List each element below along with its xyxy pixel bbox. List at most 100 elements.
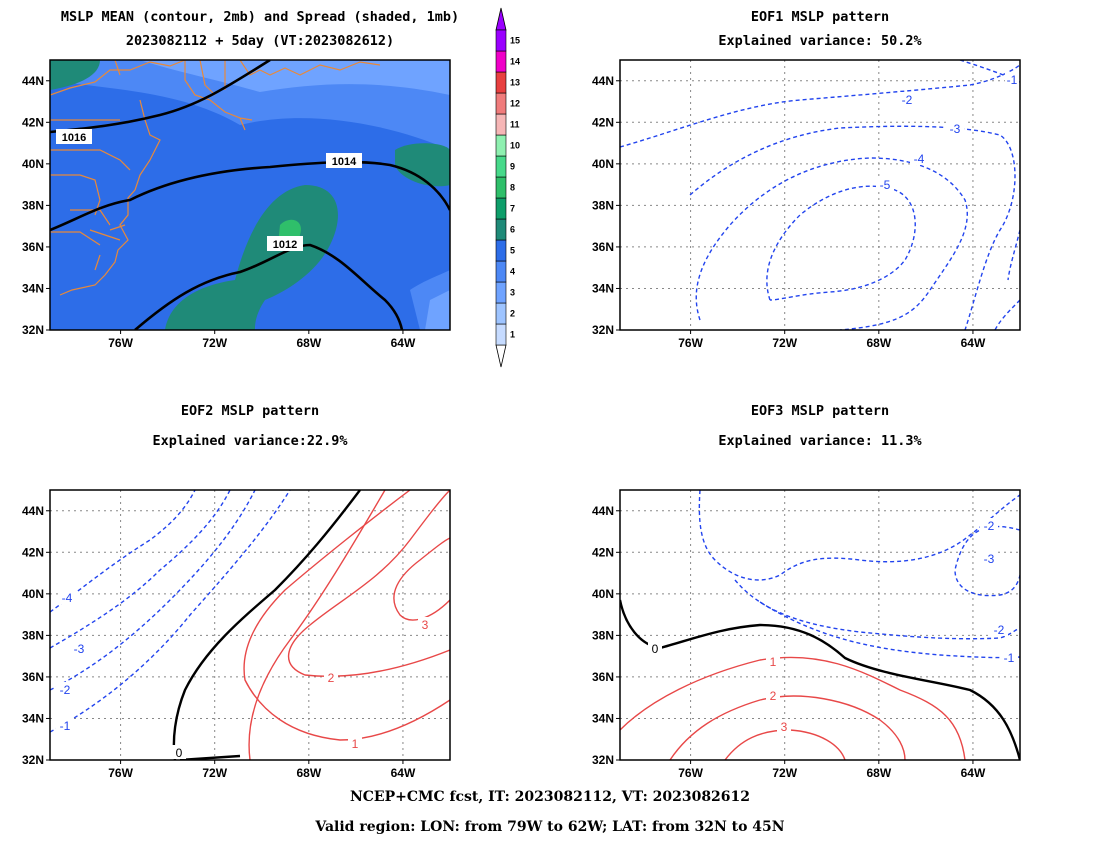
mean-frame bbox=[49, 59, 451, 331]
eof1-label-4: -4 bbox=[914, 152, 925, 166]
x-tick-label: 64W bbox=[391, 336, 416, 350]
eof2-frame bbox=[49, 489, 451, 761]
colorbar-swatch bbox=[495, 155, 507, 178]
eof3-contour-labels: -2 -3 -2 -1 0 1 2 3 bbox=[648, 518, 1018, 734]
y-tick-label: 42N bbox=[22, 545, 44, 559]
y-tick-label: 36N bbox=[592, 670, 614, 684]
x-tick-label: 76W bbox=[108, 766, 133, 780]
colorbar-swatch bbox=[495, 50, 507, 73]
eof2-label-n3: -3 bbox=[74, 642, 85, 656]
x-tick-label: 68W bbox=[296, 766, 321, 780]
colorbar-label: 3 bbox=[510, 288, 515, 298]
contour-label-1016: 1016 bbox=[62, 132, 86, 144]
y-tick-label: 36N bbox=[22, 670, 44, 684]
mean-contours bbox=[50, 60, 450, 330]
colorbar-label: 11 bbox=[510, 120, 520, 130]
eof3-label-0: 0 bbox=[652, 642, 659, 656]
x-tick-label: 76W bbox=[108, 336, 133, 350]
y-tick-label: 38N bbox=[22, 628, 44, 642]
colorbar-swatch bbox=[495, 260, 507, 283]
y-tick-label: 42N bbox=[592, 115, 614, 129]
colorbar-swatch bbox=[495, 92, 507, 115]
colorbar-label: 5 bbox=[510, 246, 515, 256]
colorbar-swatch bbox=[495, 29, 507, 52]
eof1-frame bbox=[619, 59, 1021, 331]
eof1-title-2: Explained variance: 50.2% bbox=[718, 33, 922, 49]
y-tick-label: 42N bbox=[22, 115, 44, 129]
x-tick-label: 72W bbox=[772, 766, 797, 780]
eof2-label-n2: -2 bbox=[60, 683, 71, 697]
eof3-label-2: 2 bbox=[770, 689, 777, 703]
colorbar-swatch bbox=[495, 218, 507, 241]
colorbar-swatch bbox=[495, 176, 507, 199]
mean-title-2: 2023082112 + 5day (VT:2023082612) bbox=[125, 33, 395, 49]
y-tick-label: 34N bbox=[22, 281, 44, 295]
colorbar-label: 15 bbox=[510, 36, 520, 46]
colorbar-label: 12 bbox=[510, 99, 520, 109]
x-tick-label: 64W bbox=[961, 336, 986, 350]
footer-line-2: Valid region: LON: from 79W to 62W; LAT:… bbox=[315, 819, 785, 835]
eof2-label-1: 1 bbox=[352, 737, 359, 751]
colorbar-bottom-arrow bbox=[495, 344, 507, 368]
contour-label-1012: 1012 bbox=[273, 239, 297, 251]
colorbar-swatch bbox=[495, 134, 507, 157]
y-tick-label: 32N bbox=[22, 323, 44, 337]
y-tick-label: 40N bbox=[592, 587, 614, 601]
colorbar-label: 1 bbox=[510, 330, 515, 340]
colorbar-label: 14 bbox=[510, 57, 520, 67]
eof3-label-n2b: -2 bbox=[994, 623, 1005, 637]
colorbar-swatch bbox=[495, 281, 507, 304]
y-tick-label: 40N bbox=[592, 157, 614, 171]
eof3-title-2: Explained variance: 11.3% bbox=[718, 433, 922, 449]
y-tick-label: 36N bbox=[592, 240, 614, 254]
x-tick-label: 76W bbox=[678, 766, 703, 780]
mean-coastline bbox=[50, 60, 381, 296]
eof1-label-1: -1 bbox=[1007, 73, 1018, 87]
y-tick-label: 44N bbox=[592, 74, 614, 88]
x-tick-label: 72W bbox=[202, 336, 227, 350]
y-tick-label: 44N bbox=[592, 504, 614, 518]
colorbar-label: 8 bbox=[510, 183, 515, 193]
y-tick-label: 38N bbox=[592, 198, 614, 212]
eof3-label-n2a: -2 bbox=[984, 519, 995, 533]
colorbar-swatch bbox=[495, 197, 507, 220]
eof1-contour-labels: -1 -2 -3 -4 -5 bbox=[876, 72, 1019, 192]
y-tick-label: 34N bbox=[592, 281, 614, 295]
colorbar-label: 10 bbox=[510, 141, 520, 151]
x-tick-label: 76W bbox=[678, 336, 703, 350]
y-tick-label: 34N bbox=[592, 711, 614, 725]
eof3-label-3: 3 bbox=[781, 720, 788, 734]
y-tick-label: 44N bbox=[22, 504, 44, 518]
contour-label-1014: 1014 bbox=[332, 156, 357, 168]
y-tick-label: 38N bbox=[22, 198, 44, 212]
eof1-grid bbox=[620, 60, 1020, 331]
eof3-label-n3: -3 bbox=[984, 552, 995, 566]
y-tick-label: 32N bbox=[592, 323, 614, 337]
eof3-title-1: EOF3 MSLP pattern bbox=[750, 403, 890, 419]
eof2-title-1: EOF2 MSLP pattern bbox=[180, 403, 320, 419]
x-tick-label: 64W bbox=[961, 766, 986, 780]
eof3-label-1: 1 bbox=[770, 655, 777, 669]
colorbar-swatch bbox=[495, 113, 507, 136]
eof2-label-n1: -1 bbox=[60, 719, 71, 733]
eof2-label-2: 2 bbox=[328, 671, 335, 685]
eof3-frame bbox=[619, 489, 1021, 761]
eof2-pos-contours bbox=[243, 490, 450, 760]
eof3-label-n1: -1 bbox=[1004, 651, 1015, 665]
x-tick-label: 72W bbox=[772, 336, 797, 350]
x-tick-label: 72W bbox=[202, 766, 227, 780]
eof2-contour-labels: -4 -3 -2 -1 0 3 2 1 bbox=[56, 590, 432, 760]
eof1-title-1: EOF1 MSLP pattern bbox=[750, 9, 890, 25]
eof2-label-3: 3 bbox=[422, 618, 429, 632]
y-tick-label: 40N bbox=[22, 157, 44, 171]
y-tick-label: 36N bbox=[22, 240, 44, 254]
mean-contour-labels: 1016 1014 1012 bbox=[56, 129, 362, 251]
eof2-title-2: Explained variance:22.9% bbox=[152, 433, 348, 449]
y-tick-label: 32N bbox=[592, 753, 614, 767]
colorbar-label: 6 bbox=[510, 225, 515, 235]
mean-panel bbox=[50, 60, 450, 330]
colorbar-label: 4 bbox=[510, 267, 515, 277]
y-tick-label: 34N bbox=[22, 711, 44, 725]
y-tick-label: 40N bbox=[22, 587, 44, 601]
